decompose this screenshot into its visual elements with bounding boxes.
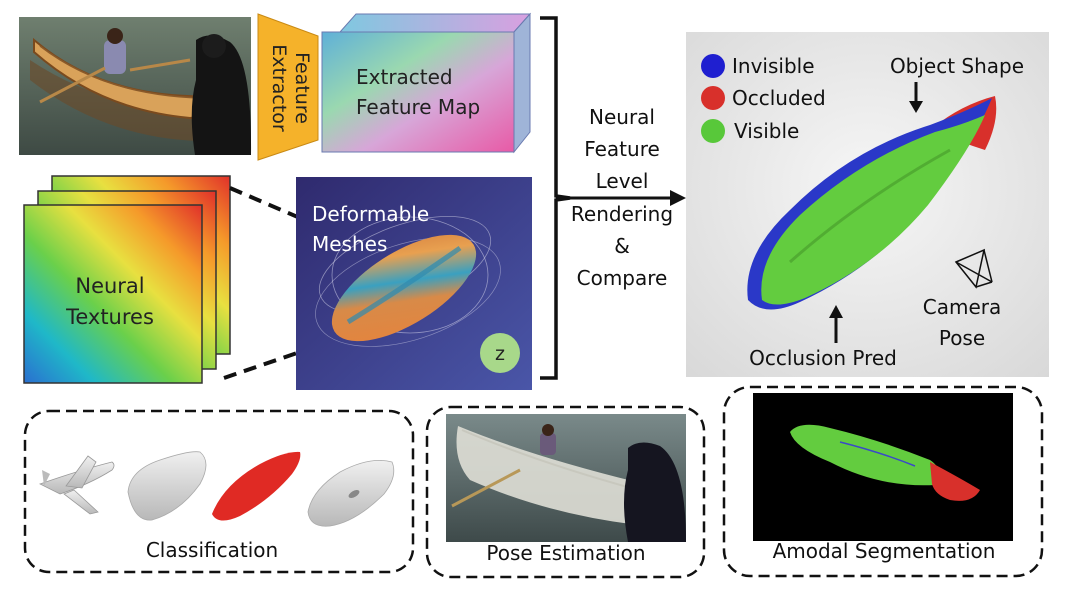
airplane-shape (38, 455, 115, 515)
legend-visible-label: Visible (734, 119, 799, 143)
deformable-meshes-label-2: Meshes (312, 232, 387, 256)
camera-icon (954, 248, 993, 289)
legend-occluded-label: Occluded (732, 86, 826, 110)
dashed-connector-top (229, 186, 301, 220)
classification-label: Classification (146, 538, 278, 562)
neural-textures-label-2: Textures (65, 305, 154, 329)
deformable-meshes-panel: z Deformable Meshes (296, 177, 532, 390)
render-step-line-5: & (614, 234, 630, 258)
legend-invisible-swatch (701, 54, 725, 78)
amodal-segmentation-label: Amodal Segmentation (773, 539, 996, 563)
dashed-connector-bottom (223, 350, 301, 380)
render-step-line-4: Rendering (571, 202, 673, 226)
feature-extractor-label-1: Feature (291, 52, 313, 124)
latent-code-circle (480, 333, 520, 373)
render-step-line-1: Neural (589, 105, 655, 129)
result-panel: Invisible Occluded Visible Object Shape … (686, 32, 1049, 377)
amodal-occluded-region (930, 462, 980, 501)
feature-extractor: Feature Extractor (257, 13, 319, 161)
amodal-segmentation-panel: Amodal Segmentation (722, 385, 1044, 578)
pose-estimation-label: Pose Estimation (486, 541, 645, 565)
camera-pose-label-2: Pose (939, 326, 985, 350)
input-photo (19, 17, 252, 155)
feature-map-label-2: Feature Map (356, 95, 480, 119)
deformable-meshes-label-1: Deformable (312, 202, 429, 226)
feature-map-label-1: Extracted (356, 65, 453, 89)
feature-extractor-label-2: Extractor (268, 44, 290, 132)
pose-estimation-panel: Pose Estimation (425, 405, 706, 579)
red-boat-shape (212, 451, 301, 521)
object-shape-label: Object Shape (890, 54, 1024, 78)
legend-invisible-label: Invisible (732, 54, 815, 78)
render-arrow-head (670, 190, 686, 206)
render-step-text: Neural Feature Level Rendering & Compare (571, 105, 673, 290)
occlusion-pred-label: Occlusion Pred (749, 346, 897, 370)
feature-map-cube: Extracted Feature Map (321, 12, 532, 154)
legend-occluded-swatch (701, 86, 725, 110)
amodal-visible-region (790, 424, 939, 486)
neural-textures-label-1: Neural (75, 274, 144, 298)
render-step-line-6: Compare (577, 266, 668, 290)
render-step-line-3: Level (596, 169, 649, 193)
camera-pose-label-1: Camera (923, 295, 1002, 319)
classification-panel: Classification (23, 409, 415, 574)
grey-boat-shape (127, 451, 207, 521)
render-step-line-2: Feature (584, 137, 660, 161)
latent-code-label: z (495, 343, 505, 365)
legend-visible-swatch (701, 119, 725, 143)
neural-textures-stack: Neural Textures (23, 175, 231, 384)
